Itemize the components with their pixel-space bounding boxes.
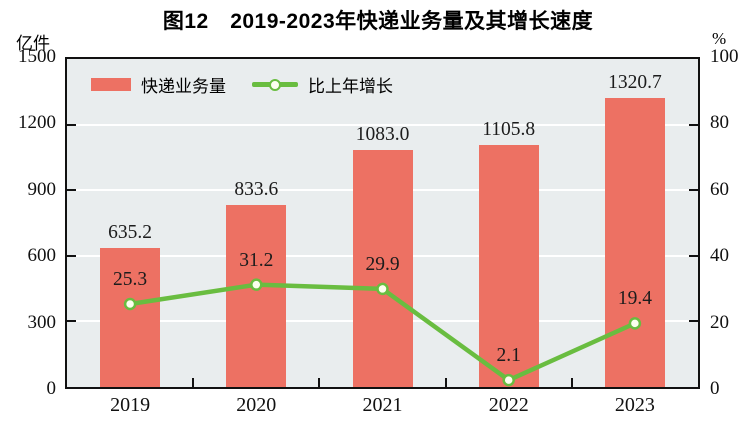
right-axis-tick-label: 80 bbox=[710, 112, 729, 134]
left-axis-tick bbox=[67, 189, 76, 192]
x-axis-label: 2022 bbox=[488, 394, 529, 416]
gridline bbox=[67, 123, 698, 126]
legend-item-growth: 比上年增长 bbox=[252, 72, 393, 97]
x-axis-tick bbox=[444, 378, 447, 387]
growth-marker bbox=[628, 317, 642, 330]
left-axis-tick bbox=[67, 254, 76, 257]
plot-area: 快递业务量 比上年增长 635.2 833.6 1083.0 1105.8 1320.7… bbox=[65, 57, 700, 389]
growth-value-label: 19.4 bbox=[617, 288, 652, 310]
left-axis-tick-label: 1500 bbox=[18, 46, 56, 67]
left-axis-tick bbox=[67, 123, 76, 126]
bar-value-label: 1320.7 bbox=[608, 72, 662, 94]
chart-title: 图12 2019-2023年快递业务量及其增长速度 bbox=[162, 10, 594, 33]
right-axis-tick-label: 20 bbox=[710, 311, 729, 333]
growth-marker bbox=[250, 278, 263, 291]
growth-marker bbox=[502, 373, 515, 387]
growth-marker bbox=[376, 282, 389, 296]
right-axis-tick-label: 100 bbox=[710, 46, 739, 67]
x-axis-label: 2021 bbox=[362, 394, 403, 416]
x-axis-tick bbox=[192, 378, 195, 387]
line-legend-label: 比上年增长 bbox=[308, 77, 393, 96]
volume-bar bbox=[604, 98, 665, 387]
line-marker-icon bbox=[269, 78, 281, 91]
bar-swatch-icon bbox=[91, 78, 131, 91]
left-axis-tick-label: 600 bbox=[27, 245, 57, 267]
growth-marker bbox=[123, 297, 137, 311]
volume-bar bbox=[226, 204, 287, 387]
right-axis-tick bbox=[689, 123, 698, 126]
left-axis-tick-label: 1200 bbox=[18, 112, 56, 134]
x-axis-tick bbox=[318, 378, 321, 387]
growth-line-path bbox=[129, 282, 636, 383]
bar-value-label: 1105.8 bbox=[482, 119, 536, 141]
right-axis-tick-label: 60 bbox=[710, 178, 729, 200]
bar-value-label: 635.2 bbox=[108, 222, 153, 244]
right-axis-tick bbox=[689, 320, 698, 323]
left-axis-unit: 亿件 bbox=[16, 34, 50, 53]
right-axis-tick-label: 40 bbox=[710, 245, 729, 267]
right-axis-unit: % bbox=[712, 29, 727, 48]
x-axis-label: 2019 bbox=[110, 394, 151, 416]
left-axis-tick bbox=[67, 320, 76, 323]
growth-value-label: 25.3 bbox=[113, 269, 148, 291]
volume-bar bbox=[352, 150, 413, 387]
bar-value-label: 833.6 bbox=[234, 178, 279, 200]
line-swatch-icon bbox=[252, 78, 298, 91]
x-axis-label: 2020 bbox=[236, 394, 277, 416]
right-axis-tick bbox=[689, 189, 698, 192]
growth-value-label: 2.1 bbox=[496, 345, 521, 367]
growth-line bbox=[123, 278, 642, 387]
legend-item-volume: 快递业务量 bbox=[91, 72, 226, 97]
legend: 快递业务量 比上年增长 bbox=[91, 72, 393, 97]
left-axis-tick-label: 0 bbox=[46, 378, 57, 399]
x-axis-tick bbox=[570, 378, 573, 387]
growth-value-label: 31.2 bbox=[239, 249, 274, 271]
right-axis-tick bbox=[689, 254, 698, 257]
x-axis-label: 2023 bbox=[614, 394, 655, 416]
right-axis-tick-label: 0 bbox=[710, 378, 720, 399]
left-axis-tick-label: 900 bbox=[27, 178, 57, 200]
left-axis-tick-label: 300 bbox=[27, 311, 57, 333]
volume-bar bbox=[478, 145, 539, 387]
bar-value-label: 1083.0 bbox=[355, 124, 410, 146]
bar-legend-label: 快递业务量 bbox=[141, 77, 226, 96]
growth-value-label: 29.9 bbox=[365, 253, 400, 275]
volume-bar bbox=[100, 248, 161, 387]
